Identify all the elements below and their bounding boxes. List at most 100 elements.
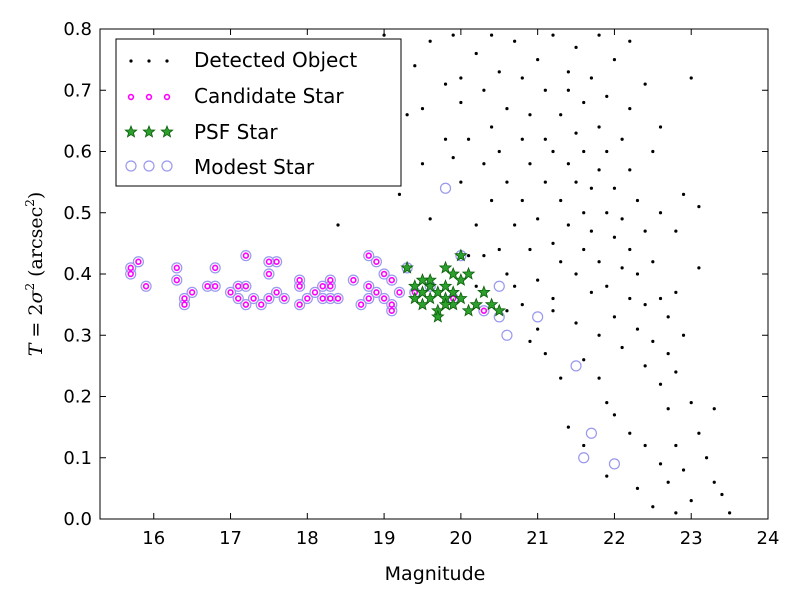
y-tick-label: 0.2 — [63, 387, 92, 408]
detected-object-point — [551, 149, 555, 154]
candidate-star-point — [235, 283, 242, 290]
candidate-star-point — [173, 264, 180, 272]
candidate-star-point — [319, 295, 326, 302]
detected-object-point — [505, 107, 509, 111]
y-label-eq: = 2 — [25, 304, 47, 344]
candidate-star-point — [273, 289, 280, 296]
detected-object-point — [674, 229, 678, 233]
candidate-star-point — [327, 276, 334, 284]
psf-star-point — [446, 285, 460, 299]
candidate-star-point — [296, 301, 303, 308]
detected-object-point — [443, 137, 448, 141]
candidate-star-point — [235, 295, 242, 302]
candidate-star-point — [265, 295, 273, 302]
detected-object-point — [681, 333, 686, 337]
detected-object-point — [528, 162, 532, 166]
y-tick-label: 0.6 — [63, 142, 92, 163]
modest-star-point — [247, 292, 260, 305]
modest-star-point — [578, 452, 590, 464]
detected-object-point — [489, 125, 494, 129]
legend-candidate-marker — [127, 93, 135, 101]
detected-object-point — [574, 272, 578, 276]
legend-modest-marker — [125, 160, 137, 172]
psf-star-point — [431, 309, 445, 323]
x-tick-label: 23 — [680, 528, 703, 549]
detected-object-point — [451, 156, 455, 160]
candidate-star-point — [480, 307, 488, 314]
detected-object-point — [382, 33, 386, 37]
legend-marker-modest — [125, 160, 173, 172]
y-label-t: T — [25, 342, 47, 356]
detected-object-point — [397, 192, 402, 196]
psf-star-point — [469, 297, 483, 311]
psf-star-point — [438, 297, 453, 311]
modest-star-point — [224, 286, 237, 298]
detected-object-point — [536, 327, 540, 331]
modest-star-point — [585, 427, 598, 439]
detected-object-point — [643, 303, 647, 307]
legend-entry-modest: Modest Star — [125, 155, 315, 179]
detected-object-point — [405, 113, 409, 117]
detected-object-point — [466, 254, 471, 258]
modest-star-point — [439, 182, 452, 194]
legend-detected-marker — [147, 59, 151, 63]
modest-star-point — [263, 268, 275, 280]
detected-object-point — [443, 82, 448, 86]
modest-star-point — [140, 280, 152, 292]
detected-object-point — [643, 443, 647, 448]
modest-star-point — [532, 311, 544, 323]
detected-object-point — [489, 198, 494, 203]
detected-object-point — [666, 352, 670, 356]
modest-star-point — [370, 256, 383, 268]
modest-star-point — [240, 299, 252, 311]
detected-object-point — [582, 358, 586, 362]
detected-object-point — [628, 247, 632, 252]
detected-object-point — [566, 88, 570, 92]
detected-object-point — [589, 290, 594, 294]
detected-object-point — [551, 296, 555, 301]
detected-object-point — [635, 272, 640, 276]
detected-object-point — [658, 296, 663, 301]
modest-star-point — [171, 274, 183, 286]
legend-candidate-marker — [163, 93, 171, 101]
detected-object-point — [505, 309, 509, 313]
detected-object-point — [559, 376, 563, 380]
detected-object-point — [482, 254, 486, 258]
x-tick-label: 20 — [449, 528, 472, 549]
detected-object-point — [666, 315, 670, 319]
detected-object-point — [643, 82, 647, 86]
detected-object-point — [620, 217, 624, 221]
candidate-star-point — [311, 289, 319, 296]
psf-star-point — [492, 303, 507, 317]
y-tick-label: 0.8 — [63, 19, 92, 40]
detected-object-point — [597, 333, 601, 337]
detected-object-point — [551, 309, 555, 313]
modest-star-point — [478, 305, 490, 317]
modest-star-point — [240, 250, 252, 262]
detected-object-point — [582, 247, 586, 252]
detected-object-point — [497, 70, 501, 74]
detected-object-point — [428, 39, 432, 43]
psf-star-point — [454, 248, 468, 262]
detected-object-point — [605, 284, 609, 288]
y-tick-label: 0.1 — [63, 448, 92, 469]
candidate-star-point — [396, 289, 403, 296]
modest-star-point — [355, 299, 367, 311]
points-layer — [125, 33, 732, 515]
detected-object-point — [597, 125, 601, 129]
detected-object-point — [628, 107, 632, 111]
detected-object-point — [689, 76, 693, 80]
detected-object-point — [605, 149, 609, 154]
candidate-star-point — [281, 295, 288, 302]
candidate-star-point — [173, 276, 180, 284]
x-tick-label: 16 — [142, 528, 165, 549]
detected-object-point — [582, 100, 586, 105]
detected-object-point — [612, 413, 617, 417]
y-label-close: ) — [25, 192, 47, 199]
modest-star-point — [278, 292, 290, 305]
detected-object-point — [728, 511, 732, 515]
detected-object-point — [528, 339, 532, 343]
detected-object-point — [513, 223, 517, 227]
detected-object-point — [574, 321, 578, 325]
legend-label-modest: Modest Star — [194, 155, 315, 179]
